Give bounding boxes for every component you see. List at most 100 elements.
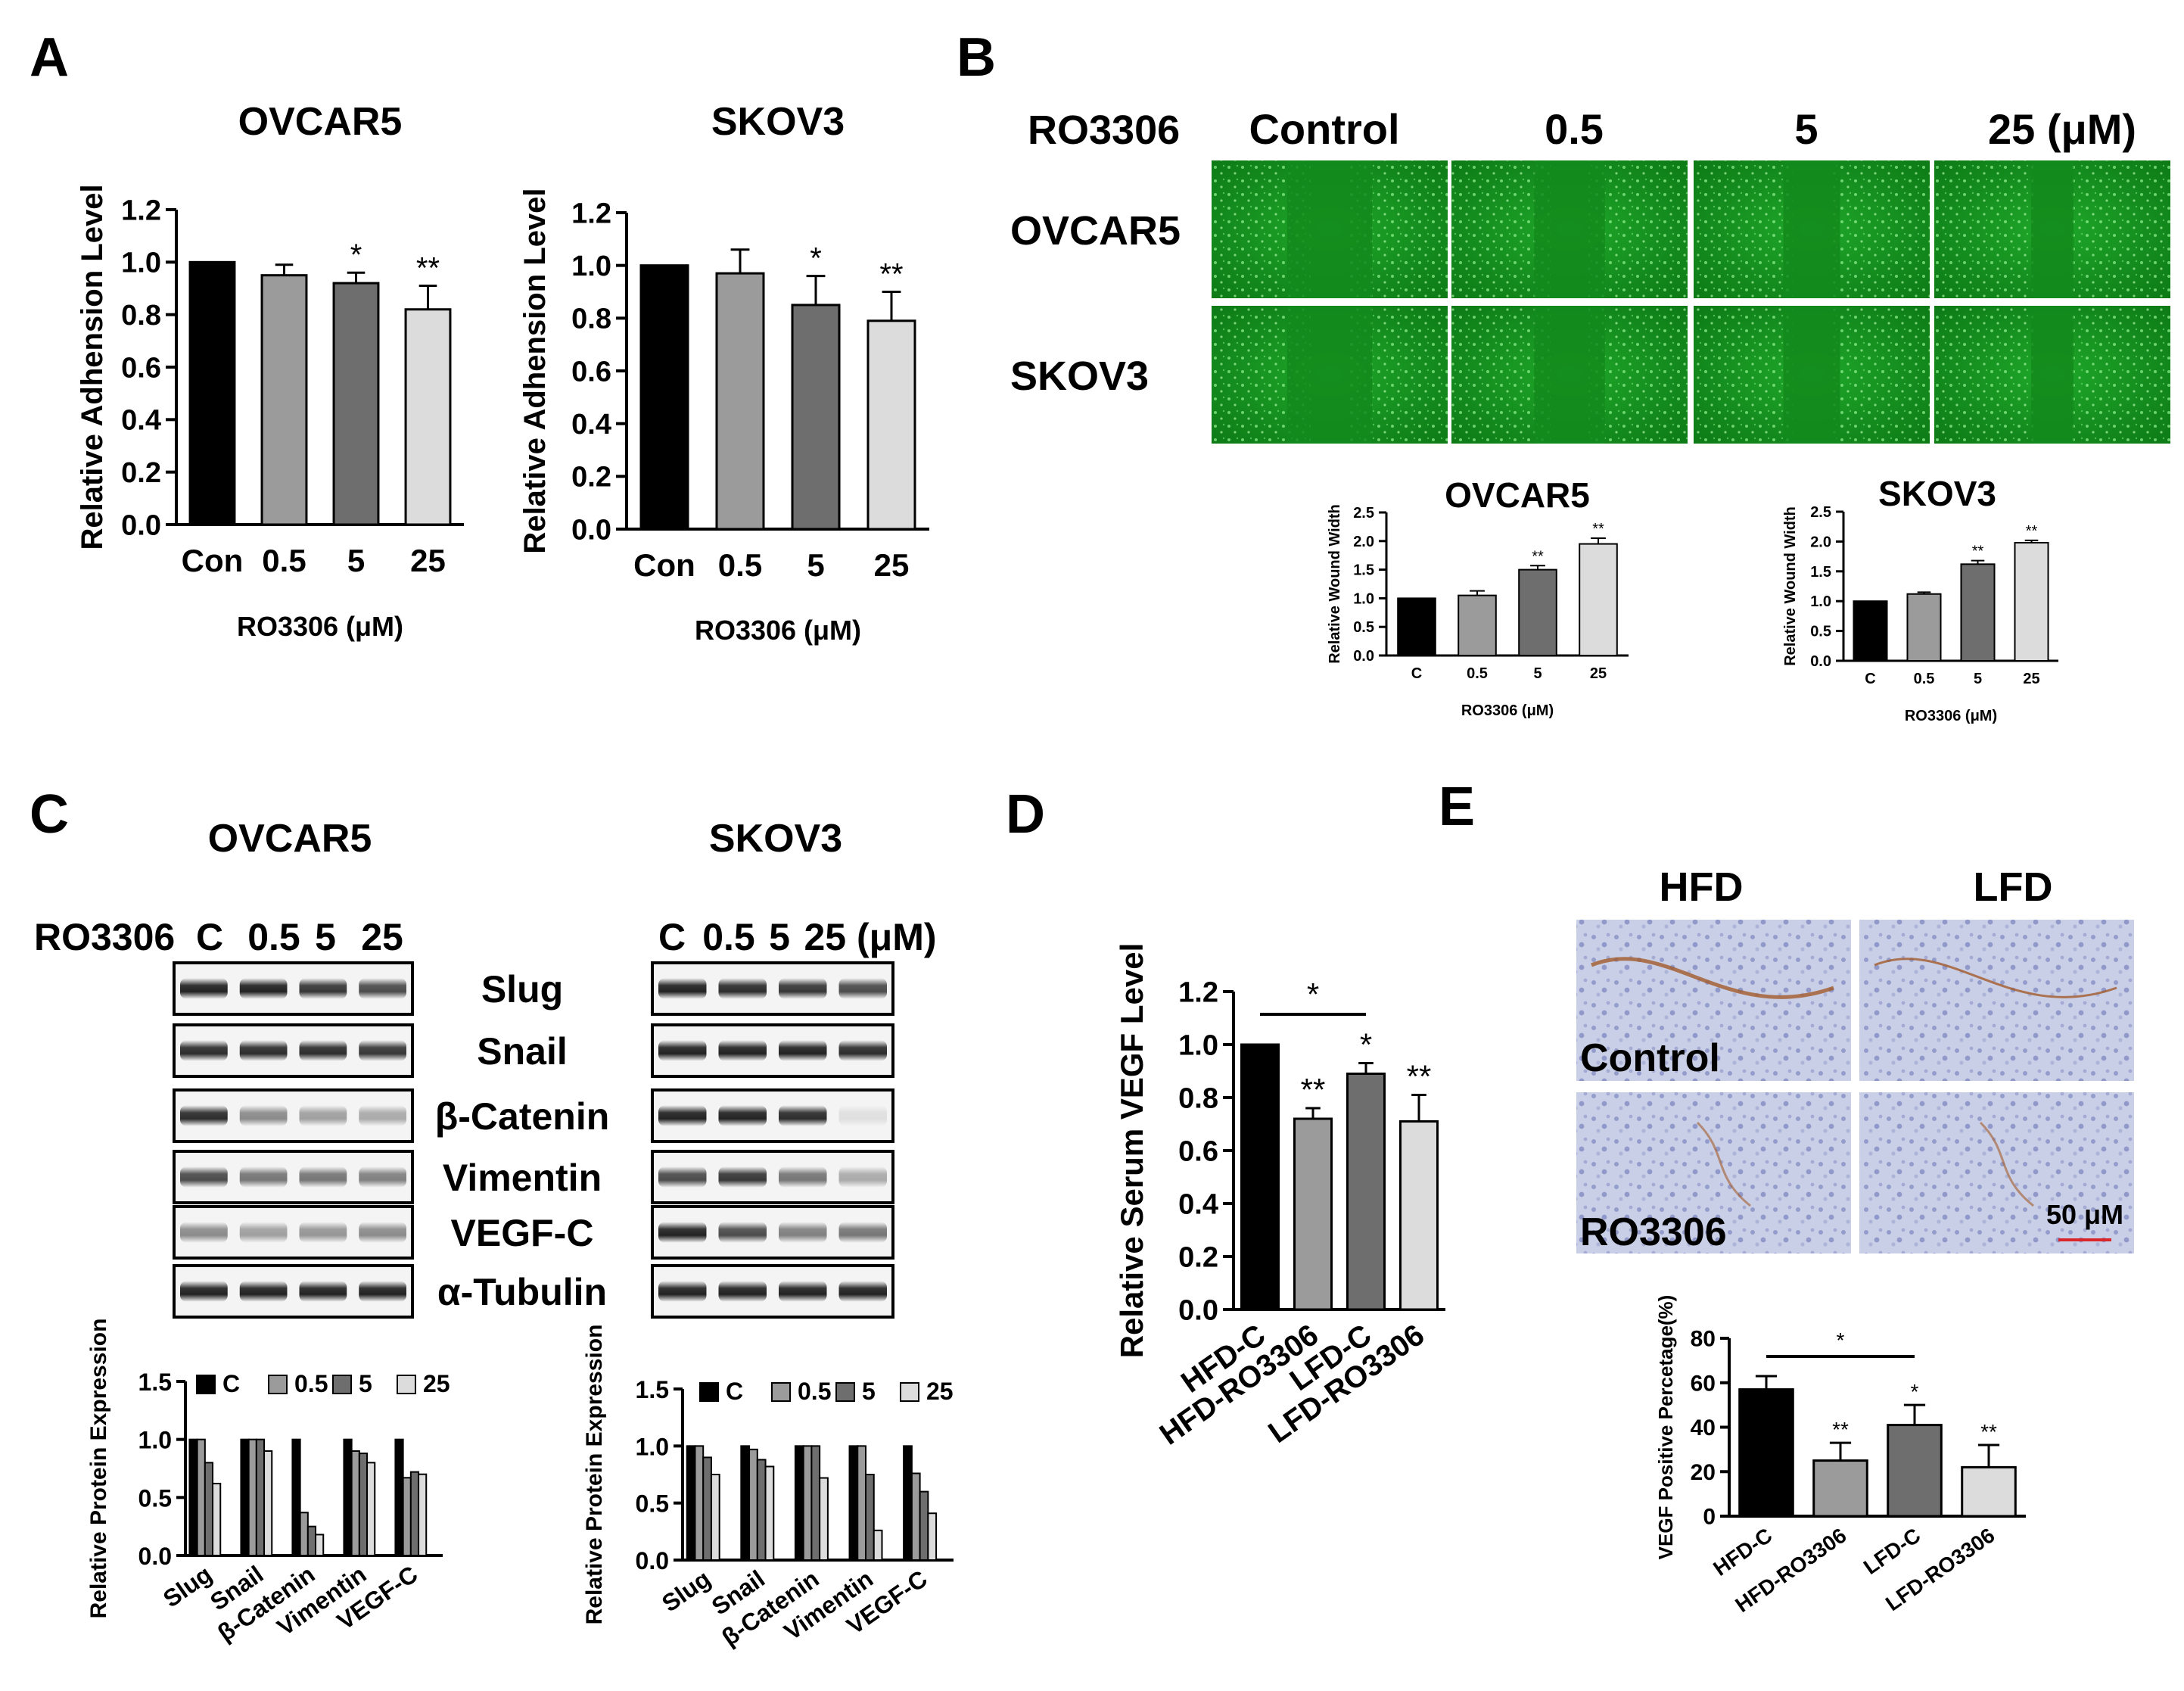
x-axis-label: RO3306 (μM) xyxy=(1461,702,1554,719)
y-tick-label: 1.2 xyxy=(121,195,161,226)
significance-mark: ** xyxy=(1832,1418,1849,1441)
significance-mark: ** xyxy=(1532,548,1544,565)
legend-swatch xyxy=(268,1375,288,1394)
bar xyxy=(1579,543,1618,657)
bar xyxy=(212,1482,222,1557)
ihc-image xyxy=(1576,1092,1851,1253)
row-label-ro3306: RO3306 xyxy=(1580,1210,1727,1254)
stained-vessel xyxy=(1696,1121,1751,1207)
legend-swatch xyxy=(332,1375,352,1394)
y-axis-label: Relative Wound Width xyxy=(1782,506,1799,666)
blot-band xyxy=(299,978,347,999)
bar xyxy=(1240,1043,1280,1311)
protein-label: Vimentin xyxy=(443,1157,602,1199)
legend-swatch xyxy=(900,1382,919,1402)
bar xyxy=(865,1474,875,1561)
significance-mark: * xyxy=(1911,1380,1919,1403)
x-axis-label: RO3306 (μM) xyxy=(237,611,403,642)
blot-band xyxy=(779,1281,827,1302)
cell-layer-left xyxy=(1934,160,2034,298)
blot-band xyxy=(299,1166,347,1188)
blot-band xyxy=(180,978,228,999)
y-axis-label: Relative Adhension Level xyxy=(518,188,552,553)
y-tick-label: 0.6 xyxy=(1178,1135,1218,1167)
bar xyxy=(794,1445,804,1562)
bar xyxy=(639,264,689,531)
legend-label: C xyxy=(726,1378,743,1405)
bar xyxy=(402,1477,412,1557)
bar xyxy=(1906,593,1942,662)
y-tick-label: 1.2 xyxy=(571,198,611,229)
bar xyxy=(848,1445,859,1562)
x-category-label: Con xyxy=(633,547,695,583)
blot-band xyxy=(779,1222,827,1243)
bar xyxy=(686,1445,696,1562)
wound-gap xyxy=(1783,160,1840,298)
blot-band xyxy=(838,1040,887,1061)
lane-label: 25 xyxy=(361,916,403,958)
cell-layer-right xyxy=(2070,160,2170,298)
bar xyxy=(306,1525,317,1556)
y-tick-label: 0.6 xyxy=(121,352,161,384)
blot-title-skov3: SKOV3 xyxy=(709,817,842,861)
y-tick-label: 1.0 xyxy=(1353,590,1374,607)
y-tick-label: 2.0 xyxy=(1353,534,1374,550)
bar xyxy=(903,1445,913,1562)
x-category-label: 0.5 xyxy=(718,547,762,583)
bar xyxy=(802,1445,813,1562)
x-category-label: 25 xyxy=(1590,665,1607,682)
chart-c-ovcar5: 0.00.51.01.5SlugSnailβ-CateninVimentinVE… xyxy=(86,1319,450,1647)
y-tick-label: 0.0 xyxy=(121,509,161,541)
bar xyxy=(343,1438,353,1556)
cell-layer-right xyxy=(2070,306,2170,444)
x-category-label: 25 xyxy=(2023,671,2039,687)
bar xyxy=(791,304,841,531)
bar xyxy=(764,1465,775,1562)
stained-vessel xyxy=(1979,1121,2034,1207)
blot-band xyxy=(779,1166,827,1188)
y-tick-label: 0.8 xyxy=(121,300,161,332)
chart-title: SKOV3 xyxy=(711,100,845,144)
chart-c-skov3: 0.00.51.01.5SlugSnailβ-CateninVimentinVE… xyxy=(582,1325,954,1651)
blot-band xyxy=(180,1281,228,1302)
blot-band xyxy=(299,1105,347,1126)
blot-band xyxy=(658,1222,707,1243)
x-category-label: C xyxy=(1865,671,1875,687)
bracket-significance-mark: * xyxy=(1837,1328,1845,1352)
x-category-label: 0.5 xyxy=(262,543,306,578)
y-axis-label: VEGF Positive Percetage(%) xyxy=(1654,1295,1677,1560)
y-tick-label: 2.5 xyxy=(1353,505,1374,522)
bar xyxy=(291,1438,301,1556)
legend-label: C xyxy=(222,1370,240,1397)
stained-vessel xyxy=(1874,958,2117,998)
x-category-label: 25 xyxy=(874,547,910,583)
blot-band xyxy=(718,978,767,999)
blot-band xyxy=(779,1105,827,1126)
chart-a-skov3: 0.0 0.2 0.4 0.6 0.8 1.0 1.2 Con 0.5 * 5 ** 25 SKOV3 Re… xyxy=(518,100,929,646)
protein-label: β-Catenin xyxy=(435,1095,610,1138)
y-axis-label: Relative Adhension Level xyxy=(76,184,109,550)
y-tick-label: 0.6 xyxy=(571,356,611,388)
lane-label: C xyxy=(196,916,223,958)
scale-bar-label: 50 μM xyxy=(2046,1199,2123,1230)
blot-band xyxy=(299,1281,347,1302)
blot-band xyxy=(718,1166,767,1188)
blot-band xyxy=(239,978,288,999)
bar xyxy=(710,1474,720,1561)
blot-band xyxy=(779,1040,827,1061)
legend-swatch xyxy=(196,1375,216,1394)
panel-label-e: E xyxy=(1439,777,1475,837)
protein-label: Snail xyxy=(477,1030,567,1073)
bar xyxy=(1960,563,1996,662)
y-tick-label: 1.5 xyxy=(1353,562,1374,579)
chart-e-vegf-positive: 020406080HFD-C**HFD-RO3306*LFD-C**LFD-RO… xyxy=(1654,1295,2026,1617)
bar xyxy=(1399,1120,1439,1311)
blot-band xyxy=(658,1105,707,1126)
bar xyxy=(1853,600,1888,662)
x-category-label: 25 xyxy=(410,543,446,578)
x-category-label: 5 xyxy=(347,543,365,578)
chart-a-ovcar5: 0.0 0.2 0.4 0.6 0.8 1.0 1.2 Con 0.5 * 5 ** 25 OVCAR5 R… xyxy=(76,100,464,642)
significance-mark: ** xyxy=(879,258,903,291)
significance-mark: * xyxy=(1360,1027,1372,1063)
cell-layer-left xyxy=(1694,160,1794,298)
